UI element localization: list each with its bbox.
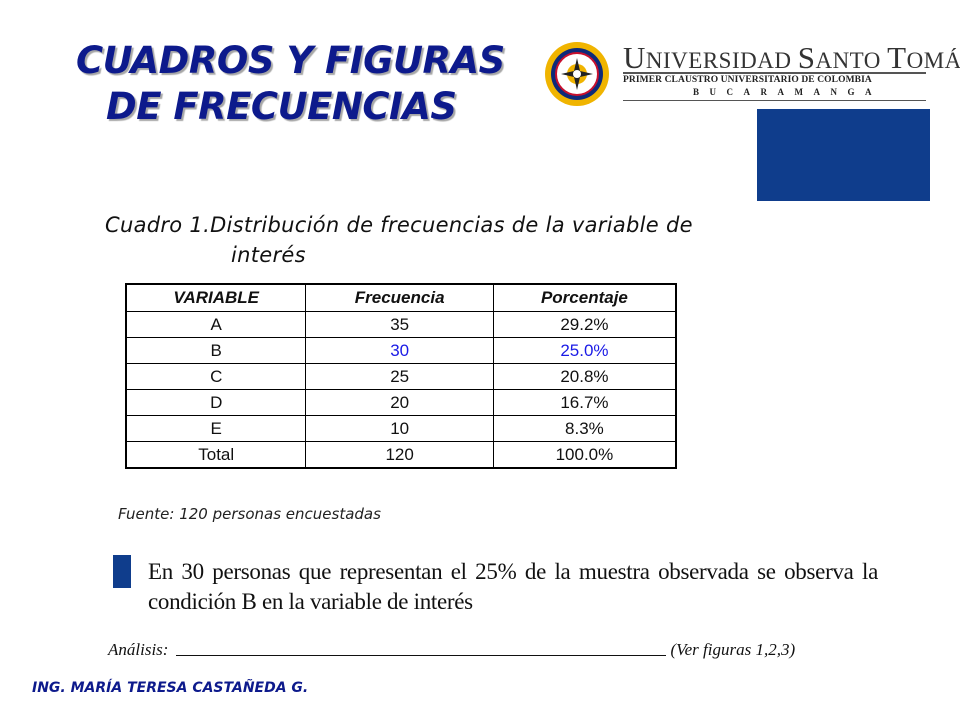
- analysis-line: Análisis: (Ver figuras 1,2,3): [108, 640, 808, 660]
- university-seal-icon: [545, 42, 609, 106]
- university-name-part: S: [797, 40, 816, 75]
- table-row: D 20 16.7%: [125, 389, 677, 416]
- slide-title-line2: DE FRECUENCIAS: [106, 85, 457, 128]
- university-name-part: ANTO: [815, 48, 888, 73]
- header-frecuencia: Frecuencia: [305, 283, 494, 312]
- caption-line1: Cuadro 1.Distribución de frecuencias de …: [105, 213, 693, 237]
- table-header-row: VARIABLE Frecuencia Porcentaje: [125, 283, 677, 312]
- university-city: BUCARAMANGA: [623, 87, 926, 101]
- analysis-blank: [176, 654, 667, 656]
- header-porcentaje: Porcentaje: [492, 283, 677, 312]
- table-row: B 30 25.0%: [125, 337, 677, 364]
- bullet-marker-icon: [113, 555, 131, 588]
- cell-porcentaje: 8.3%: [492, 415, 677, 442]
- cell-frecuencia: 30: [305, 337, 494, 364]
- university-name-part: U: [623, 40, 646, 75]
- cell-frecuencia: 20: [305, 389, 494, 416]
- cell-frecuencia: 25: [305, 363, 494, 390]
- university-name-part: OMÁS: [906, 48, 960, 73]
- table-row: A 35 29.2%: [125, 311, 677, 338]
- university-name-part: NIVERSIDAD: [645, 48, 798, 73]
- cell-variable: A: [125, 311, 307, 338]
- university-name: UNIVERSIDAD SANTO TOMÁS: [623, 42, 960, 77]
- analysis-ref: (Ver figuras 1,2,3): [670, 640, 796, 659]
- slide-title: CUADROS Y FIGURAS DE FRECUENCIAS: [60, 38, 520, 130]
- university-name-part: T: [887, 40, 907, 75]
- cell-variable: D: [125, 389, 307, 416]
- cell-porcentaje: 16.7%: [492, 389, 677, 416]
- slide-title-line1: CUADROS Y FIGURAS: [76, 39, 505, 82]
- cell-variable: Total: [125, 441, 307, 469]
- cell-frecuencia: 120: [305, 441, 494, 469]
- cell-frecuencia: 35: [305, 311, 494, 338]
- cell-variable: C: [125, 363, 307, 390]
- author-footer: ING. MARÍA TERESA CASTAÑEDA G.: [32, 680, 309, 696]
- table-total-row: Total 120 100.0%: [125, 441, 677, 469]
- interpretation-note: En 30 personas que representan el 25% de…: [148, 559, 878, 614]
- cell-porcentaje: 100.0%: [492, 441, 677, 469]
- university-subtitle: PRIMER CLAUSTRO UNIVERSITARIO DE COLOMBI…: [623, 72, 926, 85]
- table-source: Fuente: 120 personas encuestadas: [118, 505, 381, 523]
- caption-line2: interés: [231, 243, 306, 267]
- cell-porcentaje: 20.8%: [492, 363, 677, 390]
- cell-porcentaje: 29.2%: [492, 311, 677, 338]
- table-row: C 25 20.8%: [125, 363, 677, 390]
- frequency-table: VARIABLE Frecuencia Porcentaje A 35 29.2…: [125, 283, 677, 469]
- analysis-label: Análisis:: [108, 640, 169, 659]
- cell-porcentaje: 25.0%: [492, 337, 677, 364]
- cell-frecuencia: 10: [305, 415, 494, 442]
- cell-variable: E: [125, 415, 307, 442]
- header-variable: VARIABLE: [125, 283, 307, 312]
- table-caption: Cuadro 1.Distribución de frecuencias de …: [105, 210, 835, 270]
- university-logo: UNIVERSIDAD SANTO TOMÁS PRIMER CLAUSTRO …: [543, 40, 960, 110]
- table-row: E 10 8.3%: [125, 415, 677, 442]
- cell-variable: B: [125, 337, 307, 364]
- accent-box: [757, 109, 930, 201]
